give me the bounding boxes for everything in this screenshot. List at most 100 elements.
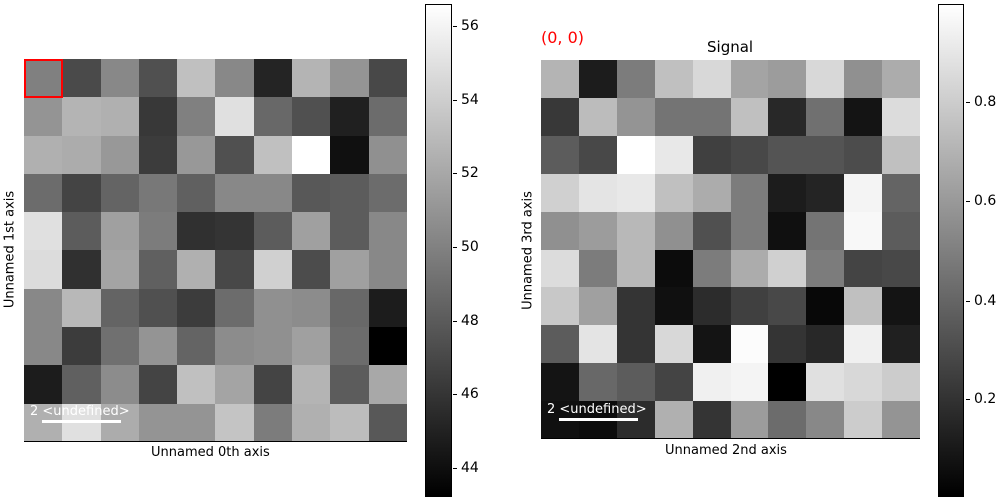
- heatmap-cell[interactable]: [215, 327, 254, 366]
- heatmap-cell[interactable]: [138, 250, 178, 289]
- heatmap-cell[interactable]: [654, 97, 693, 136]
- heatmap-cell[interactable]: [654, 249, 693, 288]
- heatmap-cell[interactable]: [616, 135, 655, 174]
- heatmap-cell[interactable]: [368, 403, 407, 442]
- heatmap-cell[interactable]: [215, 97, 254, 136]
- heatmap-cell[interactable]: [177, 212, 216, 251]
- heatmap-cell[interactable]: [654, 401, 693, 439]
- heatmap-cell[interactable]: [882, 97, 920, 136]
- heatmap-cell[interactable]: [616, 249, 655, 288]
- heatmap-cell[interactable]: [24, 365, 63, 404]
- heatmap-cell[interactable]: [138, 212, 178, 251]
- heatmap-cell[interactable]: [292, 327, 331, 366]
- heatmap-cell[interactable]: [253, 403, 293, 442]
- heatmap-cell[interactable]: [100, 327, 139, 366]
- heatmap-cell[interactable]: [692, 249, 731, 288]
- heatmap-cell[interactable]: [215, 59, 254, 98]
- heatmap-cell[interactable]: [768, 363, 807, 402]
- heatmap-cell[interactable]: [330, 327, 369, 366]
- heatmap-cell[interactable]: [844, 401, 883, 439]
- heatmap-cell[interactable]: [692, 363, 731, 402]
- heatmap-cell[interactable]: [215, 365, 254, 404]
- heatmap-cell[interactable]: [882, 363, 920, 402]
- heatmap-cell[interactable]: [616, 325, 655, 364]
- heatmap-cell[interactable]: [806, 211, 845, 250]
- heatmap-cell[interactable]: [62, 327, 101, 366]
- heatmap-cell[interactable]: [768, 325, 807, 364]
- heatmap-cell[interactable]: [24, 59, 63, 98]
- heatmap-cell[interactable]: [616, 287, 655, 326]
- heatmap-cell[interactable]: [692, 211, 731, 250]
- heatmap-cell[interactable]: [215, 288, 254, 328]
- heatmap-cell[interactable]: [616, 173, 655, 212]
- heatmap-cell[interactable]: [292, 173, 331, 213]
- navigator-heatmap[interactable]: [24, 59, 407, 442]
- heatmap-cell[interactable]: [253, 97, 293, 136]
- heatmap-cell[interactable]: [292, 59, 331, 98]
- heatmap-cell[interactable]: [541, 363, 579, 402]
- heatmap-cell[interactable]: [844, 60, 883, 98]
- heatmap-cell[interactable]: [730, 173, 769, 212]
- heatmap-cell[interactable]: [292, 250, 331, 289]
- heatmap-cell[interactable]: [806, 325, 845, 364]
- heatmap-cell[interactable]: [806, 97, 845, 136]
- heatmap-cell[interactable]: [62, 135, 101, 174]
- heatmap-cell[interactable]: [100, 288, 139, 328]
- heatmap-cell[interactable]: [330, 135, 369, 174]
- heatmap-cell[interactable]: [138, 327, 178, 366]
- heatmap-cell[interactable]: [368, 97, 407, 136]
- heatmap-cell[interactable]: [844, 287, 883, 326]
- heatmap-cell[interactable]: [616, 363, 655, 402]
- heatmap-cell[interactable]: [541, 211, 579, 250]
- heatmap-cell[interactable]: [578, 363, 617, 402]
- heatmap-cell[interactable]: [806, 173, 845, 212]
- heatmap-cell[interactable]: [768, 401, 807, 439]
- heatmap-cell[interactable]: [730, 325, 769, 364]
- heatmap-cell[interactable]: [882, 135, 920, 174]
- heatmap-cell[interactable]: [100, 365, 139, 404]
- heatmap-cell[interactable]: [654, 173, 693, 212]
- heatmap-cell[interactable]: [253, 327, 293, 366]
- heatmap-cell[interactable]: [215, 212, 254, 251]
- heatmap-cell[interactable]: [330, 403, 369, 442]
- heatmap-cell[interactable]: [138, 403, 178, 442]
- heatmap-cell[interactable]: [253, 59, 293, 98]
- heatmap-cell[interactable]: [616, 211, 655, 250]
- heatmap-cell[interactable]: [368, 173, 407, 213]
- heatmap-cell[interactable]: [62, 212, 101, 251]
- heatmap-cell[interactable]: [138, 135, 178, 174]
- heatmap-cell[interactable]: [100, 135, 139, 174]
- heatmap-cell[interactable]: [692, 325, 731, 364]
- heatmap-cell[interactable]: [368, 250, 407, 289]
- heatmap-cell[interactable]: [692, 173, 731, 212]
- heatmap-cell[interactable]: [330, 97, 369, 136]
- heatmap-cell[interactable]: [806, 249, 845, 288]
- heatmap-cell[interactable]: [616, 97, 655, 136]
- heatmap-cell[interactable]: [62, 173, 101, 213]
- heatmap-cell[interactable]: [692, 401, 731, 439]
- heatmap-cell[interactable]: [330, 365, 369, 404]
- heatmap-cell[interactable]: [730, 97, 769, 136]
- heatmap-cell[interactable]: [730, 135, 769, 174]
- heatmap-cell[interactable]: [692, 135, 731, 174]
- heatmap-cell[interactable]: [882, 211, 920, 250]
- heatmap-cell[interactable]: [578, 287, 617, 326]
- heatmap-cell[interactable]: [62, 250, 101, 289]
- navigator-position-marker[interactable]: [24, 59, 63, 98]
- heatmap-cell[interactable]: [100, 97, 139, 136]
- heatmap-cell[interactable]: [844, 211, 883, 250]
- heatmap-cell[interactable]: [253, 212, 293, 251]
- heatmap-cell[interactable]: [62, 288, 101, 328]
- heatmap-cell[interactable]: [654, 135, 693, 174]
- heatmap-cell[interactable]: [806, 135, 845, 174]
- heatmap-cell[interactable]: [882, 287, 920, 326]
- heatmap-cell[interactable]: [292, 288, 331, 328]
- heatmap-cell[interactable]: [100, 173, 139, 213]
- heatmap-cell[interactable]: [844, 249, 883, 288]
- heatmap-cell[interactable]: [100, 59, 139, 98]
- heatmap-cell[interactable]: [177, 59, 216, 98]
- heatmap-cell[interactable]: [654, 287, 693, 326]
- heatmap-cell[interactable]: [882, 173, 920, 212]
- heatmap-cell[interactable]: [806, 60, 845, 98]
- heatmap-cell[interactable]: [330, 288, 369, 328]
